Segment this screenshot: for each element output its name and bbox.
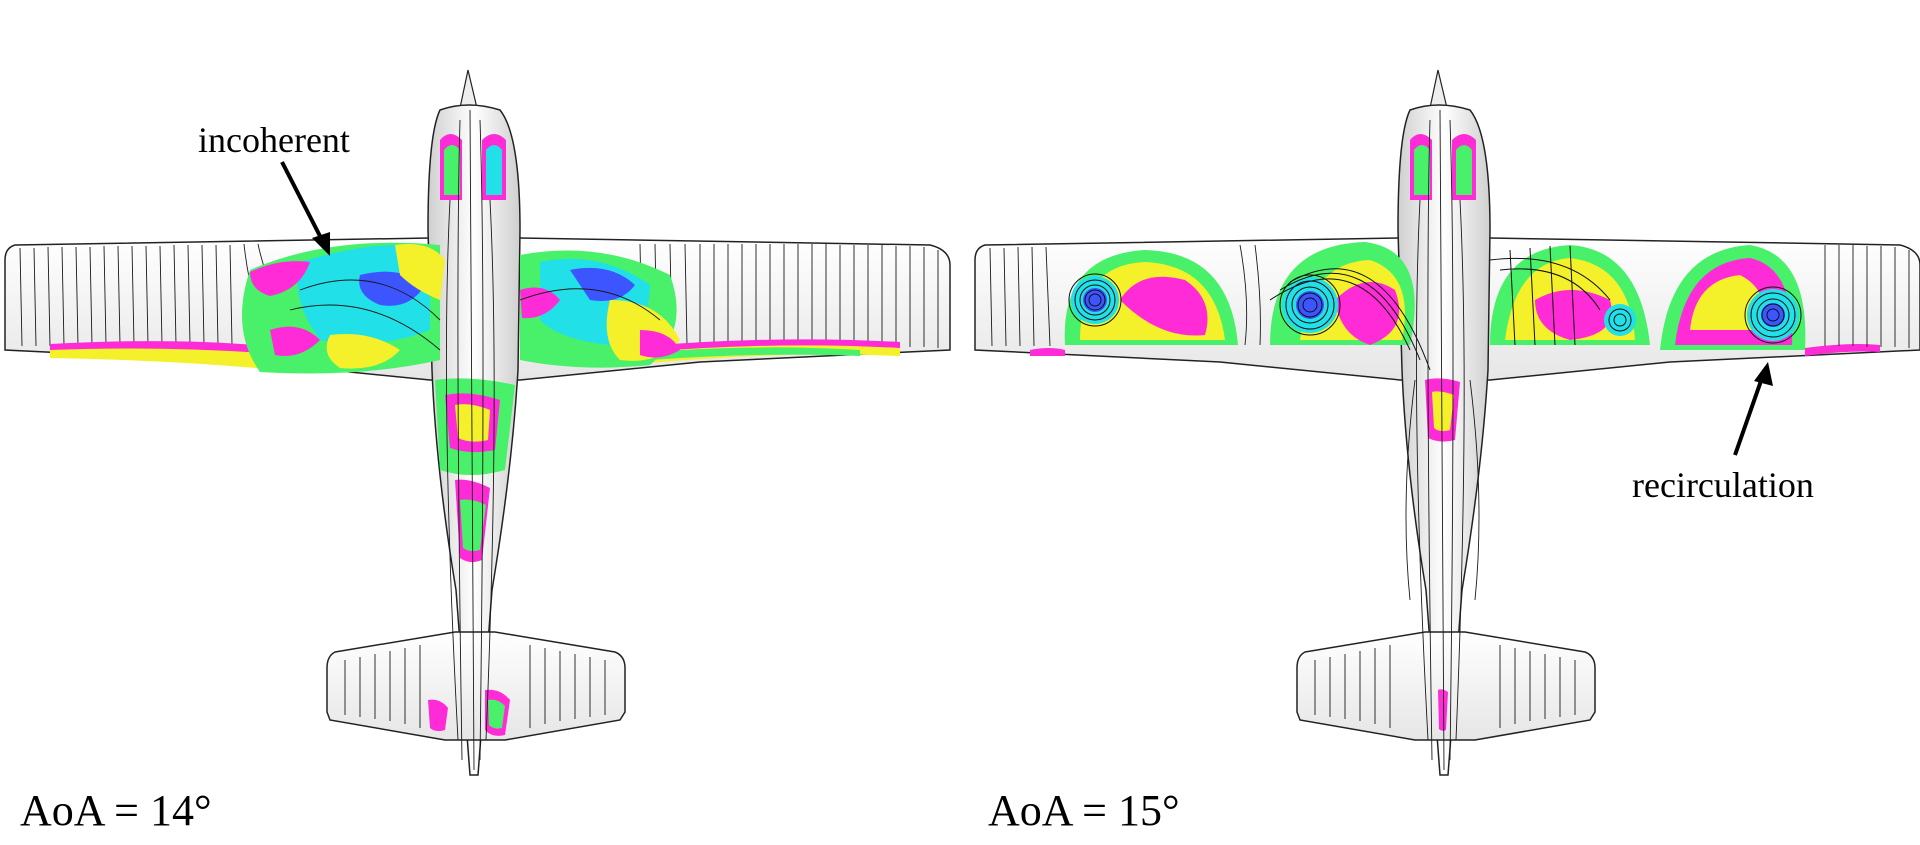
nose-spike-right bbox=[1429, 69, 1448, 109]
wing-streamlines-right bbox=[989, 109, 1910, 771]
aircraft-left bbox=[4, 69, 951, 776]
aoa-label-right: AoA = 15° bbox=[988, 786, 1180, 835]
tailplane-right bbox=[1296, 631, 1596, 741]
tailplane-left bbox=[326, 631, 626, 741]
aoa-label-left: AoA = 14° bbox=[20, 786, 212, 835]
annotation-recirculation: recirculation bbox=[1632, 362, 1814, 505]
annotation-incoherent-text: incoherent bbox=[198, 120, 350, 160]
vortex-streamlines bbox=[1068, 245, 1802, 371]
nose-spike-left bbox=[459, 69, 478, 109]
annotation-incoherent: incoherent bbox=[198, 120, 350, 256]
annotation-recirculation-text: recirculation bbox=[1632, 465, 1814, 505]
wing-streamlines-left bbox=[19, 243, 939, 348]
recirculation-cells bbox=[1030, 134, 1880, 731]
aircraft-right bbox=[974, 69, 1920, 776]
